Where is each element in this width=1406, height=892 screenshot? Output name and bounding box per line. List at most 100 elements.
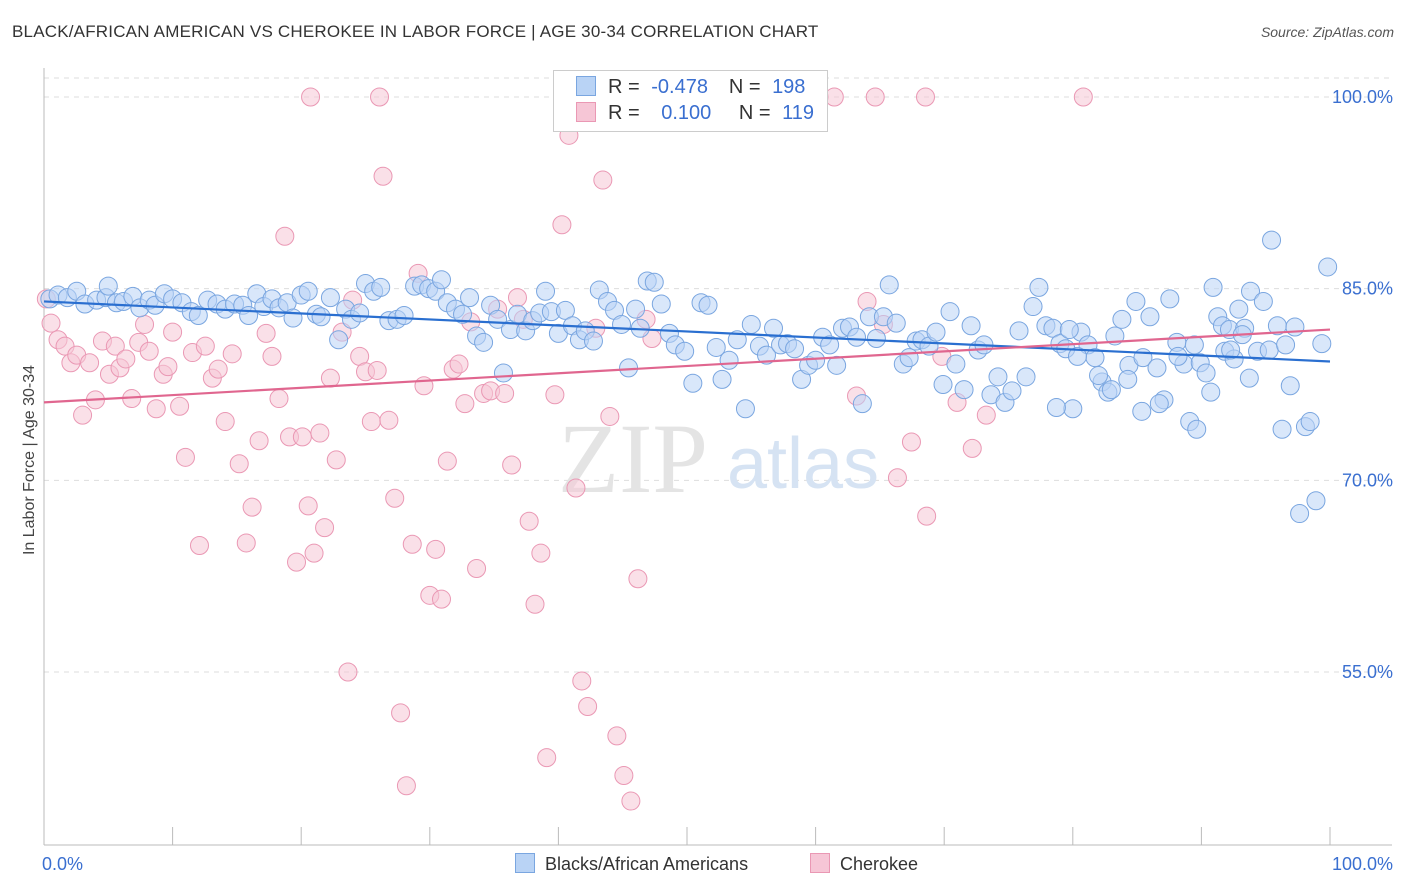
black-trend-line bbox=[43, 300, 1331, 363]
black-point bbox=[320, 288, 340, 308]
cherokee-point bbox=[507, 288, 527, 308]
cherokee-point bbox=[242, 497, 262, 517]
black-point bbox=[827, 355, 847, 375]
black-point bbox=[1272, 419, 1292, 439]
cherokee-point bbox=[976, 405, 996, 425]
black-point bbox=[1140, 307, 1160, 327]
black-point bbox=[1259, 340, 1279, 360]
black-point bbox=[1059, 320, 1079, 340]
cherokee-point bbox=[437, 451, 457, 471]
cherokee-point bbox=[531, 543, 551, 563]
cherokee-point bbox=[449, 354, 469, 374]
cherokee-point bbox=[298, 496, 318, 516]
black-point bbox=[474, 332, 494, 352]
black-point bbox=[785, 339, 805, 359]
cherokee-point bbox=[379, 410, 399, 430]
cherokee-point bbox=[391, 703, 411, 723]
black-point bbox=[727, 330, 747, 350]
black-point bbox=[946, 354, 966, 374]
cherokee-point bbox=[614, 766, 634, 785]
cherokee-point bbox=[73, 405, 93, 425]
black-point bbox=[1276, 335, 1296, 355]
black-point bbox=[879, 275, 899, 295]
cherokee-point bbox=[292, 427, 312, 447]
black-point bbox=[683, 373, 703, 393]
watermark: ZIP atlas bbox=[558, 403, 879, 514]
black-point bbox=[1009, 321, 1029, 341]
black-point bbox=[899, 348, 919, 368]
trend-lines bbox=[43, 300, 1331, 404]
black-point bbox=[1221, 340, 1241, 360]
black-point bbox=[1280, 376, 1300, 396]
black-point bbox=[98, 276, 118, 296]
source-label: Source: ZipAtlas.com bbox=[1260, 24, 1394, 40]
cherokee-point bbox=[385, 488, 405, 508]
black-point bbox=[1201, 382, 1221, 402]
cherokee-point bbox=[41, 313, 61, 333]
black-point bbox=[1187, 419, 1207, 439]
cherokee-point bbox=[146, 399, 166, 419]
black-point bbox=[698, 295, 718, 315]
black-point bbox=[1184, 335, 1204, 355]
cherokee-point bbox=[105, 336, 125, 356]
black-point bbox=[719, 350, 739, 370]
legend-swatch-pink bbox=[576, 102, 596, 122]
cherokee-point bbox=[824, 87, 844, 107]
black-point bbox=[1300, 412, 1320, 432]
cherokee-point bbox=[175, 447, 195, 467]
cherokee-point bbox=[578, 697, 598, 716]
black-point bbox=[460, 288, 480, 308]
legend-r-value: -0.478 bbox=[651, 76, 708, 98]
cherokee-point bbox=[320, 368, 340, 388]
cherokee-point bbox=[236, 533, 256, 553]
black-point bbox=[926, 322, 946, 342]
cherokee-point bbox=[135, 314, 155, 334]
black-point bbox=[371, 277, 391, 297]
cherokee-point bbox=[621, 791, 641, 811]
tick-labels: 100.0% 85.0% 70.0% 55.0% 0.0% 100.0% bbox=[42, 87, 1393, 874]
cherokee-point bbox=[865, 87, 885, 107]
black-point bbox=[852, 394, 872, 414]
black-point bbox=[1029, 277, 1049, 297]
cherokee-point bbox=[607, 726, 627, 746]
black-point bbox=[1312, 334, 1332, 354]
black-point bbox=[583, 331, 603, 351]
black-point bbox=[394, 306, 414, 325]
cherokee-point bbox=[901, 432, 921, 452]
black-point bbox=[1132, 401, 1152, 421]
black-point bbox=[431, 270, 451, 290]
watermark-atlas: atlas bbox=[727, 424, 879, 504]
cherokee-point bbox=[917, 506, 937, 526]
cherokee-point bbox=[519, 511, 539, 531]
cherokee-point bbox=[222, 344, 242, 364]
y-tick-label: 85.0% bbox=[1342, 279, 1393, 299]
cherokee-trend-line bbox=[43, 328, 1331, 404]
cherokee-point bbox=[269, 389, 289, 409]
cherokee-point bbox=[287, 552, 307, 572]
black-point bbox=[706, 337, 726, 357]
cherokee-point bbox=[301, 87, 321, 107]
black-point bbox=[536, 281, 556, 301]
cherokee-point bbox=[116, 349, 136, 369]
cherokee-point bbox=[628, 569, 648, 589]
legend-n-label: N = bbox=[728, 76, 761, 98]
cherokee-points bbox=[36, 87, 1093, 811]
black-point bbox=[886, 313, 906, 333]
black-point bbox=[644, 272, 664, 292]
black-point bbox=[866, 329, 886, 348]
black-point bbox=[1253, 291, 1273, 311]
cherokee-point bbox=[256, 323, 276, 343]
black-point bbox=[1126, 291, 1146, 311]
legend-n-value: 119 bbox=[782, 102, 814, 124]
cherokee-point bbox=[315, 518, 335, 538]
cherokee-point bbox=[80, 353, 100, 373]
cherokee-point bbox=[887, 468, 907, 488]
cherokee-point bbox=[370, 87, 390, 107]
black-point bbox=[188, 306, 208, 325]
bottom-legend-cherokee: Cherokee bbox=[810, 853, 918, 875]
black-point bbox=[329, 330, 349, 350]
cherokee-point bbox=[326, 450, 346, 470]
cherokee-point bbox=[566, 478, 586, 498]
cherokee-point bbox=[495, 383, 515, 403]
watermark-zip: ZIP bbox=[558, 403, 708, 514]
